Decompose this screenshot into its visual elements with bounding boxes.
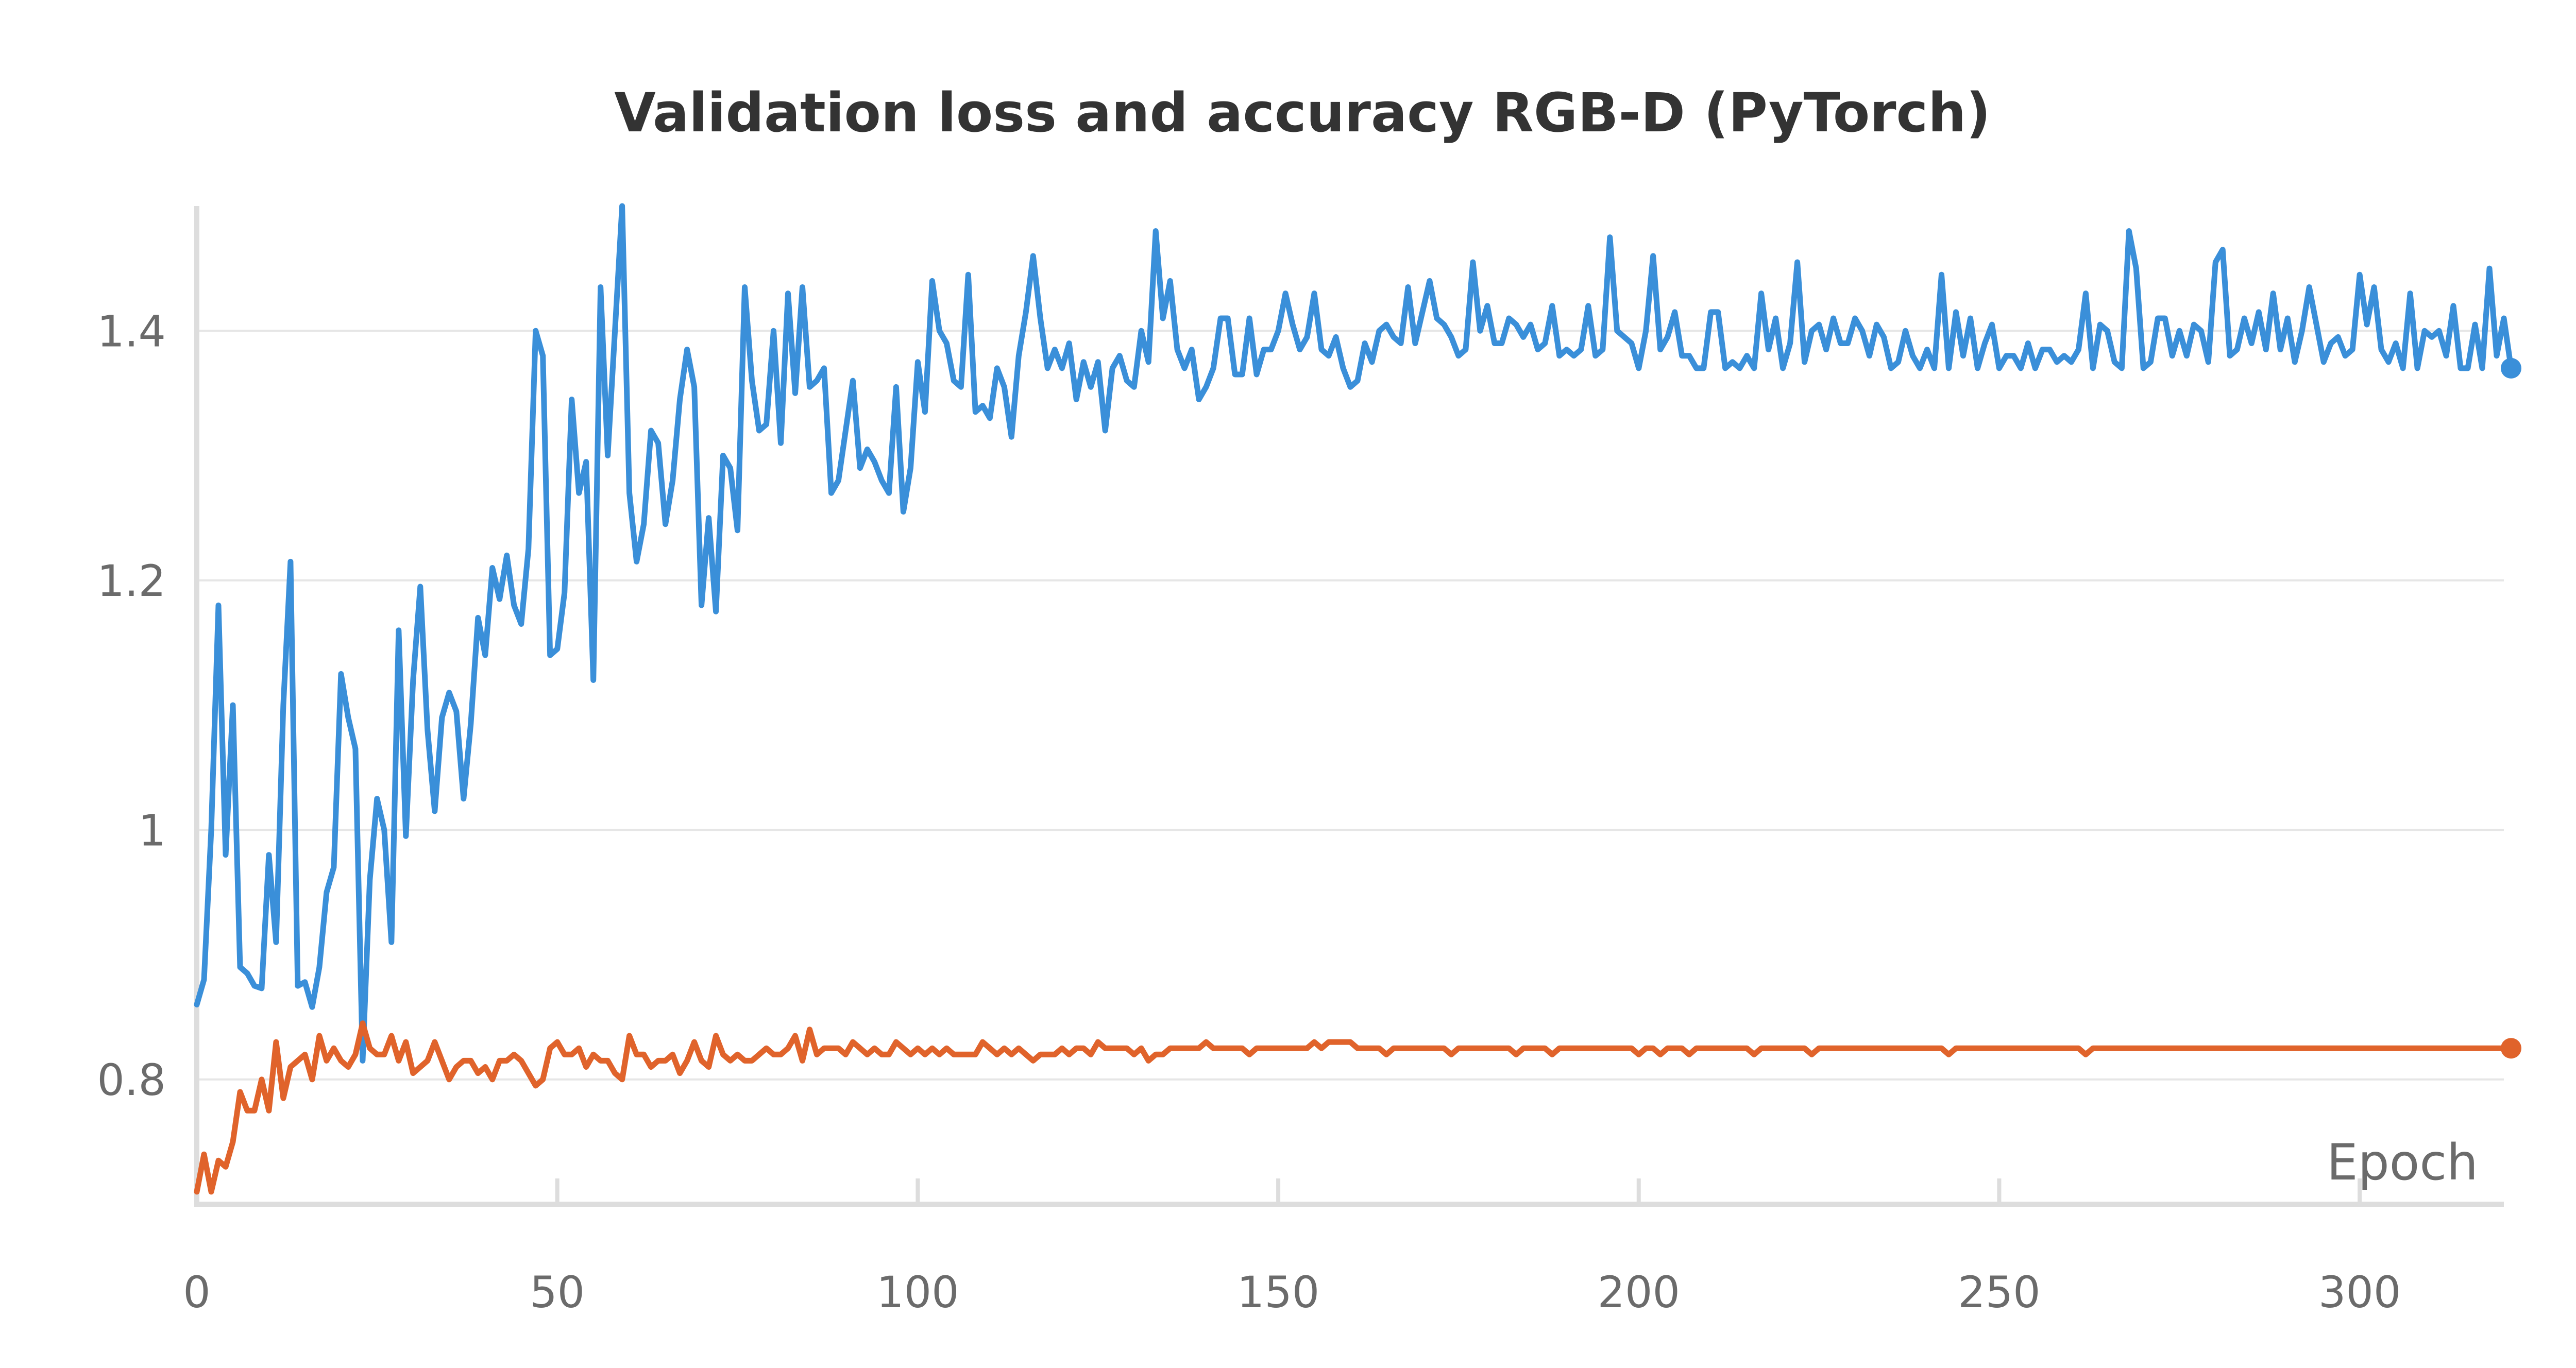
grid-layer xyxy=(197,330,2504,1081)
x-tick-label: 100 xyxy=(876,1267,959,1318)
y-tick-label: 1 xyxy=(139,805,166,856)
y-tick-label: 1.4 xyxy=(97,306,166,356)
tick-layer: 0.8 1 1.2 1.4 0 50 100 150 200 250 300 xyxy=(97,306,2401,1318)
x-tick-label: 50 xyxy=(530,1267,585,1318)
series-layer xyxy=(194,203,2514,1195)
chart-title: Validation loss and accuracy RGB-D (PyTo… xyxy=(614,81,1991,144)
x-tick-label: 0 xyxy=(183,1267,210,1318)
x-axis-label: Epoch xyxy=(2327,1134,2478,1191)
series-end-marker-2 xyxy=(2500,1038,2521,1059)
series-line-1 xyxy=(194,203,2514,1064)
y-tick-label: 0.8 xyxy=(97,1055,166,1105)
axis-layer xyxy=(194,206,2504,1207)
x-tick-label: 150 xyxy=(1237,1267,1319,1318)
y-tick-label: 1.2 xyxy=(97,556,166,606)
x-tick-label: 250 xyxy=(1958,1267,2040,1318)
series-end-marker-1 xyxy=(2500,357,2521,379)
series-line-2 xyxy=(194,1020,2514,1195)
marker-layer xyxy=(2500,357,2521,1059)
x-tick-label: 300 xyxy=(2318,1267,2401,1318)
x-tick-label: 200 xyxy=(1598,1267,1680,1318)
